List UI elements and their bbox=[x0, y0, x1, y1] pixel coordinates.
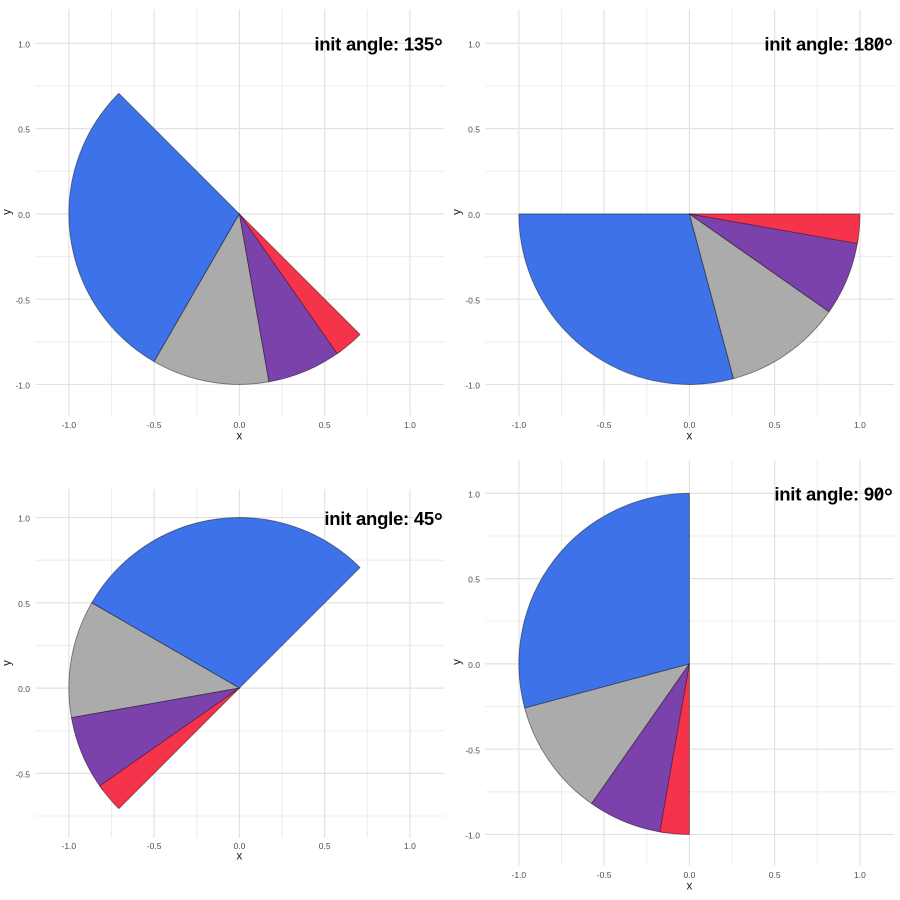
svg-text:0.5: 0.5 bbox=[319, 841, 331, 851]
svg-text:1.0: 1.0 bbox=[468, 39, 480, 49]
svg-text:0.0: 0.0 bbox=[468, 660, 480, 670]
svg-text:-0.5: -0.5 bbox=[147, 841, 162, 851]
svg-text:y: y bbox=[452, 209, 464, 215]
svg-text:-0.5: -0.5 bbox=[597, 420, 612, 430]
svg-text:0.0: 0.0 bbox=[18, 210, 30, 220]
svg-text:1.0: 1.0 bbox=[854, 420, 866, 430]
svg-text:0.0: 0.0 bbox=[233, 841, 245, 851]
svg-text:y: y bbox=[2, 660, 14, 666]
svg-text:0.0: 0.0 bbox=[468, 210, 480, 220]
svg-text:0.0: 0.0 bbox=[683, 870, 695, 880]
svg-text:y: y bbox=[2, 209, 14, 215]
svg-text:0.0: 0.0 bbox=[683, 420, 695, 430]
svg-text:0.5: 0.5 bbox=[769, 870, 781, 880]
svg-text:-0.5: -0.5 bbox=[465, 295, 480, 305]
svg-text:0.5: 0.5 bbox=[769, 420, 781, 430]
svg-text:1.0: 1.0 bbox=[18, 514, 30, 524]
svg-text:-0.5: -0.5 bbox=[465, 745, 480, 755]
svg-text:0.5: 0.5 bbox=[18, 125, 30, 135]
svg-text:1.0: 1.0 bbox=[468, 489, 480, 499]
svg-text:-1.0: -1.0 bbox=[62, 841, 77, 851]
svg-text:0.5: 0.5 bbox=[319, 420, 331, 430]
svg-text:0.0: 0.0 bbox=[18, 684, 30, 694]
svg-text:-1.0: -1.0 bbox=[512, 870, 527, 880]
svg-text:0.5: 0.5 bbox=[468, 125, 480, 135]
svg-text:-1.0: -1.0 bbox=[15, 381, 30, 391]
svg-text:x: x bbox=[237, 850, 243, 862]
svg-text:-0.5: -0.5 bbox=[147, 420, 162, 430]
svg-text:x: x bbox=[687, 430, 693, 442]
svg-text:1.0: 1.0 bbox=[854, 870, 866, 880]
svg-text:1.0: 1.0 bbox=[404, 841, 416, 851]
svg-text:-1.0: -1.0 bbox=[465, 381, 480, 391]
svg-text:-0.5: -0.5 bbox=[15, 295, 30, 305]
svg-text:-1.0: -1.0 bbox=[512, 420, 527, 430]
svg-text:0.5: 0.5 bbox=[18, 599, 30, 609]
svg-text:1.0: 1.0 bbox=[18, 39, 30, 49]
svg-text:1.0: 1.0 bbox=[404, 420, 416, 430]
svg-text:0.5: 0.5 bbox=[468, 575, 480, 585]
svg-text:x: x bbox=[237, 430, 243, 442]
svg-text:x: x bbox=[687, 880, 693, 892]
svg-text:-0.5: -0.5 bbox=[15, 769, 30, 779]
svg-text:0.0: 0.0 bbox=[233, 420, 245, 430]
svg-text:-1.0: -1.0 bbox=[465, 831, 480, 841]
svg-text:-0.5: -0.5 bbox=[597, 870, 612, 880]
svg-text:y: y bbox=[452, 659, 464, 665]
svg-text:-1.0: -1.0 bbox=[62, 420, 77, 430]
